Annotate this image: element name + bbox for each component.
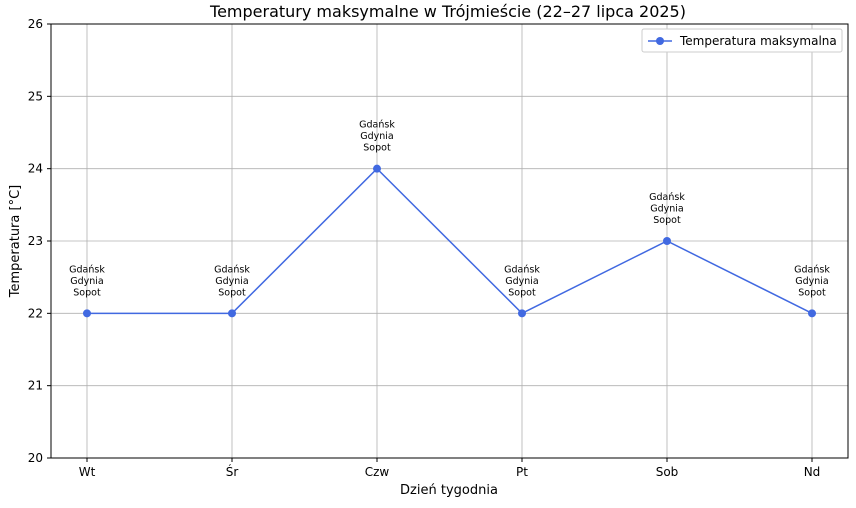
y-tick-label-21: 21 <box>28 379 43 393</box>
y-tick-label-23: 23 <box>28 234 43 248</box>
x-axis: Wt Śr Czw Pt Sob Nd <box>79 458 821 479</box>
legend-box <box>641 28 843 53</box>
legend-marker <box>656 37 664 45</box>
point-annotations: Gdańsk Gdynia Sopot Gdańsk Gdynia Sopot Gdańsk… <box>69 120 830 299</box>
x-tick-label-2: Czw <box>365 465 390 479</box>
x-axis-label: Dzień tygodnia <box>400 483 498 498</box>
x-tick-label-3: Pt <box>516 465 528 479</box>
x-tick-label-4: Sob <box>656 465 679 479</box>
chart-title: Temperatury maksymalne w Trójmieście (22… <box>209 2 686 21</box>
data-point-Wt <box>83 309 91 318</box>
x-tick-label-0: Wt <box>79 465 96 479</box>
y-axis: 20 21 22 23 24 25 26 <box>28 17 51 465</box>
y-tick-label-24: 24 <box>28 162 43 176</box>
data-point-Śr <box>228 309 236 318</box>
x-tick-label-1: Śr <box>226 464 239 479</box>
data-point-Sob <box>663 237 671 245</box>
y-tick-label-25: 25 <box>28 89 43 103</box>
annotation-Wt: Gdańsk Gdynia Sopot <box>69 264 105 298</box>
legend-label: Temperatura maksymalna <box>679 34 837 48</box>
y-tick-label-20: 20 <box>28 451 43 465</box>
y-tick-label-26: 26 <box>28 17 43 31</box>
annotation-Śr: Gdańsk Gdynia Sopot <box>214 264 250 298</box>
x-tick-label-5: Nd <box>804 465 821 479</box>
y-axis-label: Temperatura [°C] <box>8 185 23 298</box>
annotation-Sob: Gdańsk Gdynia Sopot <box>649 192 685 226</box>
data-points <box>83 164 816 318</box>
data-point-Nd <box>808 309 816 318</box>
legend: Temperatura maksymalna <box>641 28 843 53</box>
annotation-Czw: Gdańsk Gdynia Sopot <box>359 120 395 154</box>
series-line-temperatura-maksymalna <box>87 167 813 315</box>
annotation-Nd: Gdańsk Gdynia Sopot <box>794 264 830 298</box>
data-point-Pt <box>518 309 526 318</box>
annotation-Pt: Gdańsk Gdynia Sopot <box>504 264 540 298</box>
data-point-Czw <box>373 164 381 173</box>
y-tick-label-22: 22 <box>28 306 43 320</box>
